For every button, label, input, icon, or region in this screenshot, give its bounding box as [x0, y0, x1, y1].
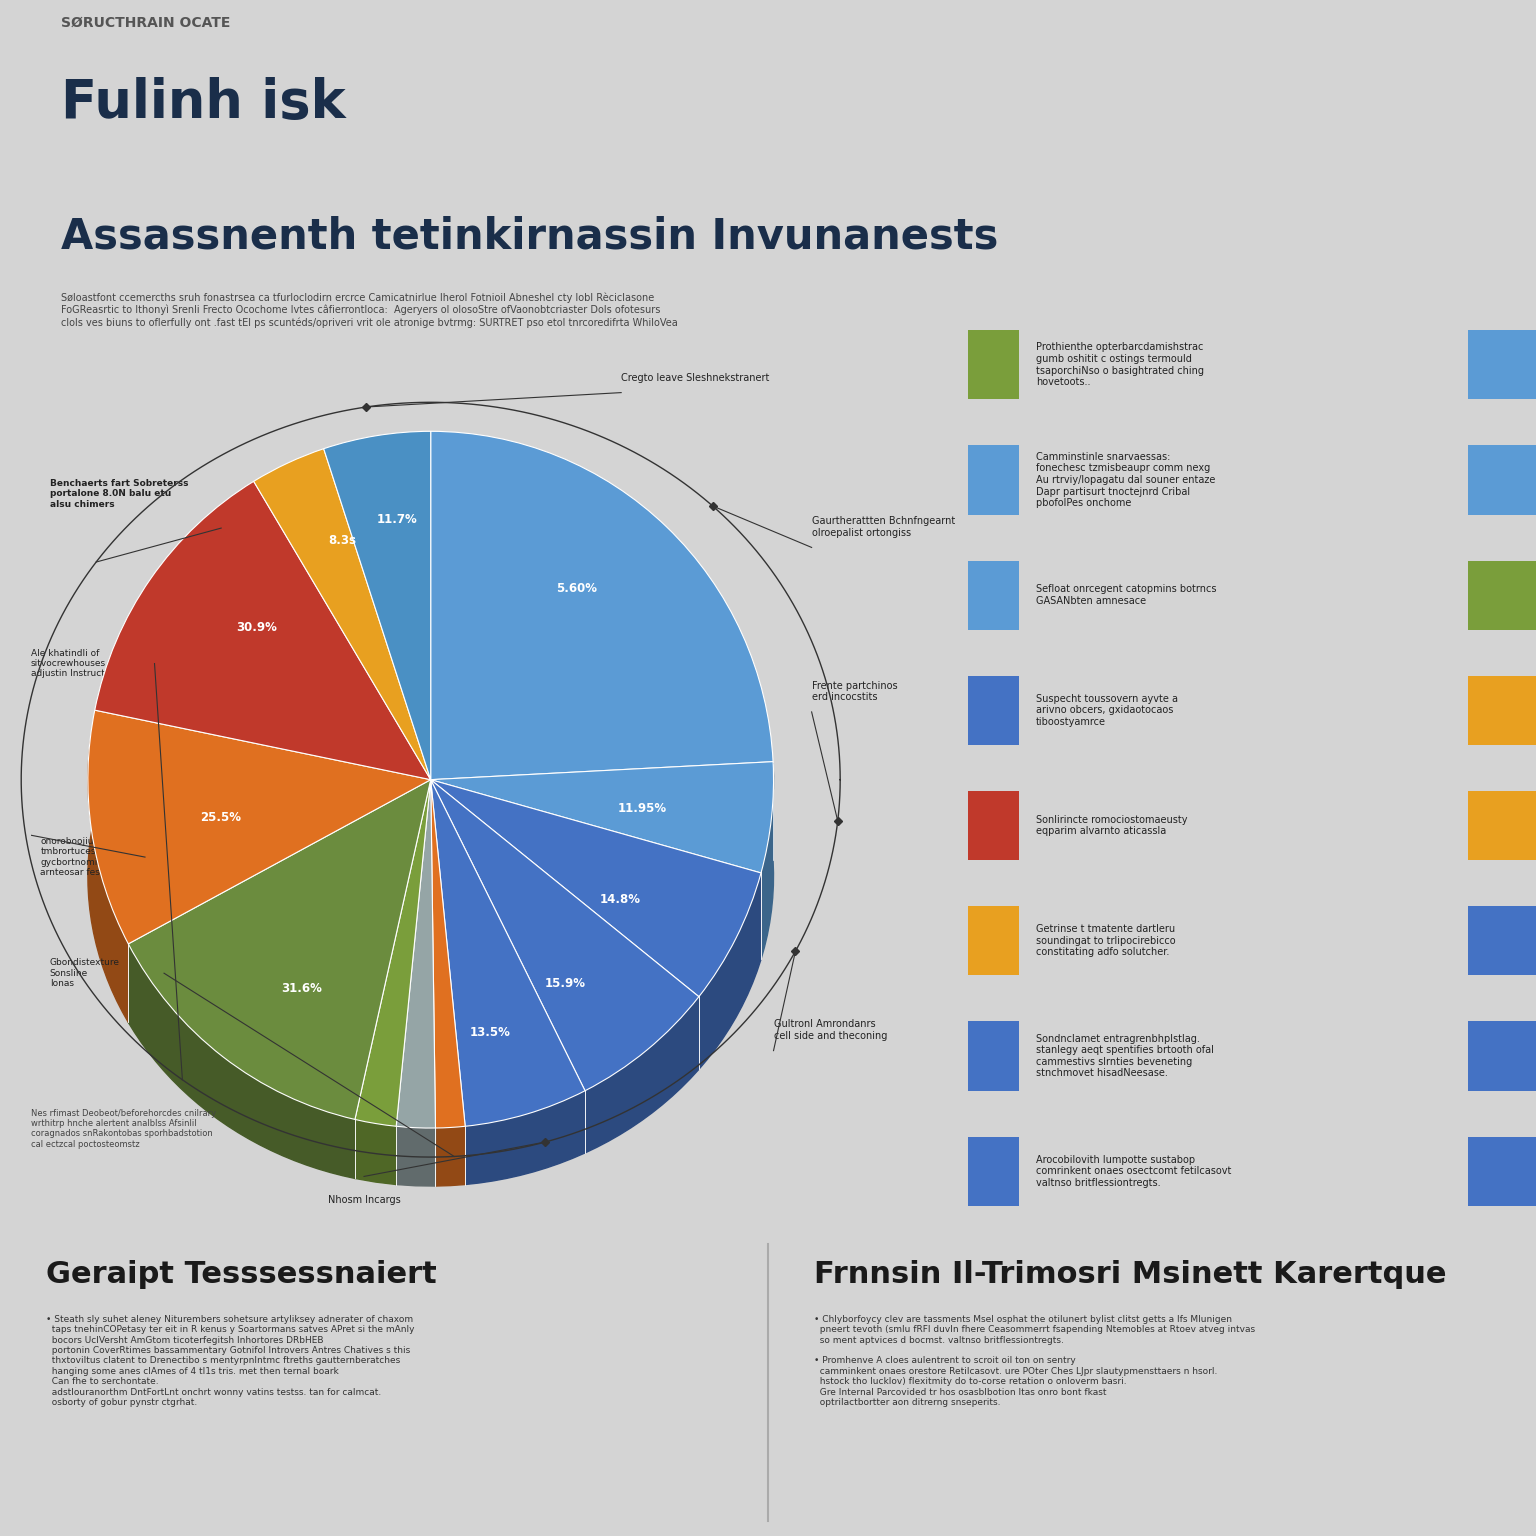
Wedge shape [396, 780, 436, 1127]
Wedge shape [430, 780, 760, 997]
Text: 11.95%: 11.95% [617, 802, 667, 816]
Text: 11.7%: 11.7% [376, 513, 418, 527]
Bar [968, 561, 1018, 630]
Bar [968, 791, 1018, 860]
Bar [1468, 906, 1536, 975]
Bar [968, 676, 1018, 745]
Bar [1468, 561, 1536, 630]
Polygon shape [396, 1087, 436, 1186]
Text: Søloastfont ccemercths sruh fonastrsea ca tfurloclodirn ercrce Camicatnirlue Ihe: Søloastfont ccemercths sruh fonastrsea c… [61, 292, 679, 327]
Bar [968, 445, 1018, 515]
Text: 25.5%: 25.5% [200, 811, 241, 825]
Bar [968, 1021, 1018, 1091]
Text: Gbondistexture
Sonsline
lonas: Gbondistexture Sonsline lonas [49, 958, 120, 988]
Ellipse shape [88, 567, 774, 1186]
Text: Getrinse t tmatente dartleru
soundingat to trlipocirebicco
constitating adfo sol: Getrinse t tmatente dartleru soundingat … [1035, 925, 1175, 957]
Text: Benchaerts fart Sobreterss
portalone 8.0N balu etu
alsu chimers: Benchaerts fart Sobreterss portalone 8.0… [49, 479, 189, 508]
Bar [968, 1137, 1018, 1206]
Text: Frente partchinos
erd incocstits: Frente partchinos erd incocstits [811, 680, 897, 702]
Bar [1468, 1021, 1536, 1091]
Bar [968, 330, 1018, 399]
Text: Ale khatindli of
sitvocrewhouses
adjustin Instructional: Ale khatindli of sitvocrewhouses adjusti… [31, 648, 126, 679]
Text: Prothienthe opterbarcdamishstrac
gumb oshitit c ostings termould
tsaporchiNso o : Prothienthe opterbarcdamishstrac gumb os… [1035, 343, 1204, 387]
Text: Nes rfimast Deobeot/beforehorcdes cnilrary
wrthitrp hnche alertent analblss Afsi: Nes rfimast Deobeot/beforehorcdes cnilra… [31, 1109, 217, 1149]
Text: Camminstinle snarvaessas:
fonechesc tzmisbeaupr comm nexg
Au rtrviy/lopagatu dal: Camminstinle snarvaessas: fonechesc tzmi… [1035, 452, 1215, 508]
Bar [1468, 676, 1536, 745]
Text: 13.5%: 13.5% [470, 1026, 510, 1038]
Polygon shape [355, 1081, 396, 1184]
Text: 30.9%: 30.9% [237, 622, 278, 634]
Text: • Chlyborfoycy clev are tassments Msel osphat the otilunert bylist clitst getts : • Chlyborfoycy clev are tassments Msel o… [814, 1315, 1255, 1407]
Text: Suspecht toussovern ayvte a
arivno obcers, gxidaotocaos
tiboostyamrce: Suspecht toussovern ayvte a arivno obcer… [1035, 694, 1178, 727]
Text: SØRUCTHRAIN OCATE: SØRUCTHRAIN OCATE [61, 15, 230, 29]
Text: Geraipt Tesssessnaiert: Geraipt Tesssessnaiert [46, 1260, 436, 1289]
Text: Assassnenth tetinkirnassin Invunanests: Assassnenth tetinkirnassin Invunanests [61, 215, 998, 257]
Text: 15.9%: 15.9% [544, 977, 585, 991]
Wedge shape [95, 481, 430, 780]
Bar [1468, 791, 1536, 860]
Bar [1468, 445, 1536, 515]
Text: Gaurtherattten Bchnfngearnt
olroepalist ortongiss: Gaurtherattten Bchnfngearnt olroepalist … [811, 516, 955, 538]
Wedge shape [430, 780, 465, 1127]
Text: Sonlirincte romociostomaeusty
eqparim alvarnto aticassla: Sonlirincte romociostomaeusty eqparim al… [1035, 814, 1187, 837]
Polygon shape [436, 1087, 465, 1186]
Text: Nhosm lncargs: Nhosm lncargs [327, 1195, 401, 1206]
Bar [1468, 1137, 1536, 1206]
Text: Fulinh isk: Fulinh isk [61, 77, 346, 129]
Text: 31.6%: 31.6% [281, 983, 323, 995]
Wedge shape [324, 432, 430, 780]
Text: Cregto leave Sleshnekstranert: Cregto leave Sleshnekstranert [621, 373, 770, 382]
Wedge shape [129, 780, 430, 1120]
Text: Sefloat onrcegent catopmins botrncs
GASANbten amnesace: Sefloat onrcegent catopmins botrncs GASA… [1035, 584, 1217, 607]
Polygon shape [699, 863, 760, 1069]
Bar [968, 906, 1018, 975]
Text: 14.8%: 14.8% [599, 892, 641, 906]
Wedge shape [355, 780, 430, 1126]
Text: Gultronl Amrondanrs
cell side and theconing: Gultronl Amrondanrs cell side and thecon… [774, 1020, 886, 1041]
Text: • Steath sly suhet aleney Niturembers sohetsure artyliksey adnerater of chaxom
 : • Steath sly suhet aleney Niturembers so… [46, 1315, 415, 1407]
Text: onoroboojiup
tmbrortuces
gycbortnomis
arnteosar fese: onoroboojiup tmbrortuces gycbortnomis ar… [40, 837, 106, 877]
Text: Sondnclamet entragrenbhplstlag.
stanlegy aeqt spentifies brtooth ofal
cammestivs: Sondnclamet entragrenbhplstlag. stanlegy… [1035, 1034, 1213, 1078]
Polygon shape [88, 717, 129, 1023]
Wedge shape [430, 780, 699, 1091]
Text: 5.60%: 5.60% [556, 582, 598, 596]
Wedge shape [430, 432, 773, 780]
Text: Frnnsin Il-Trimosri Msinett Karertque: Frnnsin Il-Trimosri Msinett Karertque [814, 1260, 1447, 1289]
Text: 8.3s: 8.3s [329, 535, 356, 547]
Wedge shape [88, 710, 430, 943]
Polygon shape [129, 926, 355, 1178]
Text: Arocobilovith lumpotte sustabop
comrinkent onaes osectcomt fetilcasovt
valtnso b: Arocobilovith lumpotte sustabop comrinke… [1035, 1155, 1232, 1187]
Bar [1468, 330, 1536, 399]
Polygon shape [465, 1057, 585, 1184]
Wedge shape [430, 762, 774, 872]
Wedge shape [430, 780, 585, 1126]
Wedge shape [253, 449, 430, 780]
Polygon shape [585, 972, 699, 1154]
Polygon shape [760, 763, 774, 960]
